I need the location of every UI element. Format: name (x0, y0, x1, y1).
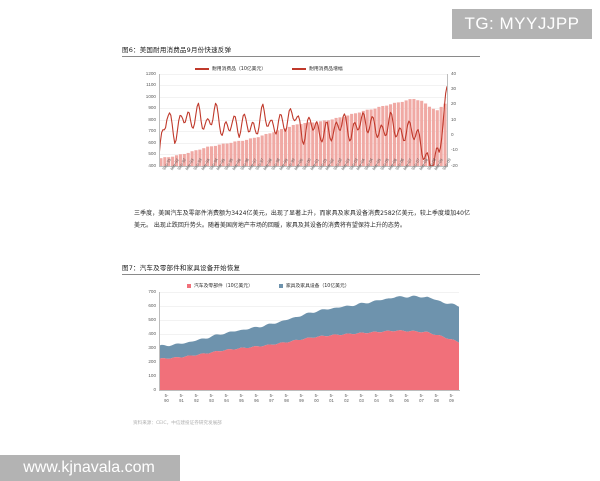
axis-tick-label: 5- 06 (404, 393, 409, 404)
line-swatch-icon (195, 67, 209, 70)
axis-tick-label: 10 (451, 116, 457, 122)
axis-tick-label: 5- 09 (449, 393, 454, 404)
axis-tick-label: 500 (148, 316, 156, 322)
axis-tick-label: 200 (148, 358, 156, 364)
axis-tick-label: 700 (148, 128, 156, 134)
figure6-caption-rule (122, 56, 480, 57)
axis-tick-label: 5- 93 (209, 393, 214, 404)
axis-tick-label: 1100 (146, 82, 156, 88)
telegram-watermark: TG: MYYJJPP (452, 9, 592, 39)
axis-tick-label: -10 (451, 147, 458, 153)
figure7-caption: 图7：汽车及零部件和家具设备开始恢复 (122, 264, 241, 272)
axis-tick-label: 0 (153, 386, 156, 392)
axis-tick-label: 400 (148, 330, 156, 336)
website-watermark: www.kjnavala.com (0, 455, 180, 481)
figure6-legend-item-0: 耐用消费品（10亿美元） (195, 65, 266, 72)
axis-tick-label: 600 (148, 139, 156, 145)
figure6-left-axis (159, 74, 160, 166)
axis-tick-label: 100 (148, 372, 156, 378)
axis-tick-label: 900 (148, 105, 156, 111)
axis-tick-label: 30 (451, 86, 457, 92)
axis-tick-label: 5- 00 (314, 393, 319, 404)
axis-tick-label: 600 (148, 302, 156, 308)
axis-tick-label: 5- 03 (359, 393, 364, 404)
axis-tick-label: 800 (148, 116, 156, 122)
figure6-legend: 耐用消费品（10亿美元） 耐用消费品增幅 (195, 65, 343, 72)
axis-tick-label: 1200 (145, 70, 156, 76)
figure6-caption: 图6：美国耐用消费品9月份快速反弹 (122, 46, 232, 54)
axis-tick-label: 5- 99 (299, 393, 304, 404)
figure7-legend-label-0: 汽车及零部件（10亿美元） (194, 284, 253, 289)
figure7-plot-area (159, 292, 459, 390)
body-paragraph: 三季度，美国汽车及零部件消费额为3424亿美元，出现了显著上升，而家具及家具设备… (134, 210, 470, 229)
figure7-left-axis (159, 292, 160, 390)
figure7-legend-item-0: 汽车及零部件（10亿美元） (187, 282, 253, 289)
axis-tick-label: 5- 95 (239, 393, 244, 404)
axis-tick-label: -20 (451, 162, 458, 168)
figure7-chart: 汽车及零部件（10亿美元） 家具及家具设备（10亿美元） 0 100 200 300 4… (133, 278, 481, 410)
axis-tick-label: 20 (451, 101, 457, 107)
axis-tick-label: 5- 02 (344, 393, 349, 404)
axis-tick-label: 5- 04 (374, 393, 379, 404)
figure6-plot-area (159, 74, 447, 166)
figure7-source: 资料来源：CEIC，中信建投证券研究发展部 (133, 421, 222, 426)
figure6-legend-label-0: 耐用消费品（10亿美元） (212, 67, 267, 72)
axis-tick-label: 400 (148, 162, 156, 168)
axis-tick-label: 5- 98 (284, 393, 289, 404)
figure6-right-axis (447, 74, 448, 166)
axis-tick-label: 1000 (145, 93, 156, 99)
axis-tick-label: 500 (148, 151, 156, 157)
axis-tick-label: 5- 07 (419, 393, 424, 404)
figure6-bottom-axis (159, 166, 448, 167)
axis-tick-label: 5- 05 (389, 393, 394, 404)
axis-tick-label: 700 (148, 288, 156, 294)
line-swatch-icon (292, 67, 307, 70)
figure6-legend-label-1: 耐用消费品增幅 (309, 67, 343, 72)
axis-tick-label: 5- 92 (194, 393, 199, 404)
axis-tick-label: 5- 96 (254, 393, 259, 404)
figure6-legend-item-1: 耐用消费品增幅 (292, 65, 343, 72)
figure7-legend-item-1: 家具及家具设备（10亿美元） (278, 282, 350, 289)
axis-tick-label: 5- 91 (179, 393, 184, 404)
axis-tick-label: 5- 01 (329, 393, 334, 404)
figure7-caption-rule (122, 274, 480, 275)
axis-tick-label: 5- 08 (434, 393, 439, 404)
figure7-canvas (159, 292, 459, 390)
figure6-chart: 耐用消费品（10亿美元） 耐用消费品增幅 400 500 600 700 800 900 1… (133, 60, 481, 188)
square-swatch-icon (278, 283, 283, 288)
figure7-bottom-axis (159, 390, 460, 391)
axis-tick-label: 40 (451, 70, 457, 76)
axis-tick-label: 300 (148, 344, 156, 350)
figure7-legend-label-1: 家具及家具设备（10亿美元） (285, 284, 350, 289)
figure7-legend: 汽车及零部件（10亿美元） 家具及家具设备（10亿美元） (187, 282, 350, 289)
axis-tick-label: 5- 94 (224, 393, 229, 404)
square-swatch-icon (187, 283, 191, 288)
figure6-canvas (159, 74, 447, 166)
axis-tick-label: 5- 90 (164, 393, 169, 404)
axis-tick-label: 5- 97 (269, 393, 274, 404)
axis-tick-label: 0 (451, 132, 454, 138)
